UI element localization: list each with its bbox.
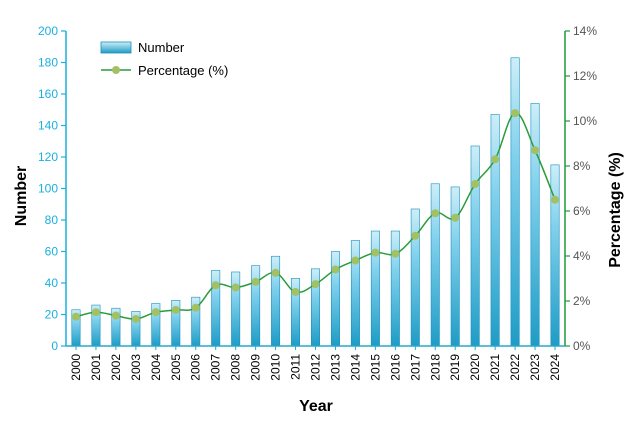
x-tick-label: 2004 [149,354,163,381]
percentage-point-2003 [131,315,140,323]
x-tick-label: 2006 [189,354,203,381]
x-tick-label: 2018 [428,354,442,381]
x-tick-label: 2000 [69,354,83,381]
bar-number-2015 [370,230,380,347]
percentage-point-2011 [291,288,300,296]
legend-number-label: Number [138,40,185,55]
x-tick-label: 2011 [289,354,303,380]
left-tick-label: 200 [38,24,58,38]
x-tick-label: 2009 [249,354,263,381]
x-tick-label: 2024 [548,354,562,381]
x-tick-label: 2007 [209,354,223,381]
x-tick-label: 2014 [348,354,362,381]
left-y-axis: 0 20 40 60 80 100 120 140 160 180 200 [38,24,66,353]
x-tick-label: 2015 [368,354,382,381]
left-tick-label: 80 [45,213,59,227]
right-y-axis: 0% 2% 4% 6% 8% 10% 12% 14% [565,24,597,353]
bar-number-2020 [470,145,480,347]
x-tick-label: 2012 [309,354,323,381]
left-tick-label: 60 [45,245,59,259]
x-tick-label: 2001 [89,354,103,381]
bar-number-2016 [390,230,400,347]
bar-number-2017 [410,208,420,347]
percentage-point-2004 [151,308,160,317]
left-tick-label: 140 [38,119,58,133]
percentage-point-2013 [331,265,340,274]
percentage-point-2010 [271,268,280,277]
percentage-point-2015 [371,248,380,257]
percentage-point-2019 [451,213,460,222]
legend: Number Percentage (%) [100,40,228,78]
x-tick-label: 2005 [169,354,183,381]
bar-number-2014 [350,240,360,347]
x-tick-label: 2017 [408,354,422,381]
percentage-point-2022 [511,109,520,118]
percentage-point-2023 [531,146,540,155]
percentage-point-2005 [171,306,180,314]
percentage-point-2009 [251,277,260,286]
bar-number-2022 [510,57,520,347]
bar-number-2021 [490,114,500,347]
legend-number-swatch [100,41,132,54]
right-tick-label: 12% [573,69,597,83]
right-axis-title: Percentage (%) [607,152,624,268]
percentage-point-2017 [411,231,420,240]
x-axis: 2000 2001 2002 2003 2004 2005 2006 2007 2008 2009… [69,346,562,381]
x-tick-label: 2023 [528,354,542,381]
x-tick-label: 2013 [328,354,342,381]
bar-number-2023 [530,103,540,347]
left-tick-label: 100 [38,182,58,196]
right-tick-label: 14% [573,24,597,38]
right-tick-label: 4% [573,249,591,263]
percentage-point-2001 [91,308,100,317]
percentage-point-2021 [491,155,500,164]
bar-number-2008 [231,271,241,347]
left-tick-label: 180 [38,56,58,70]
percentage-point-2006 [191,303,200,312]
percentage-point-2020 [471,180,480,188]
x-tick-label: 2003 [129,354,143,381]
percentage-point-2000 [71,312,80,321]
percentage-point-2012 [311,280,320,289]
bars-layer [71,57,560,347]
bar-number-2009 [251,265,261,347]
right-tick-label: 0% [573,339,591,353]
percentage-point-2024 [551,195,560,204]
legend-percentage-label: Percentage (%) [138,63,228,78]
percentage-point-2007 [211,281,220,290]
x-tick-label: 2002 [109,354,123,381]
left-tick-label: 160 [38,87,58,101]
right-tick-label: 6% [573,204,591,218]
bar-number-2018 [430,183,440,347]
left-tick-label: 120 [38,150,58,164]
percentage-point-2016 [391,249,400,258]
right-tick-label: 10% [573,114,597,128]
x-tick-label: 2021 [488,354,502,381]
x-tick-label: 2016 [388,354,402,381]
legend-percentage-marker [112,66,120,74]
x-tick-label: 2020 [468,354,482,381]
x-axis-title: Year [299,398,333,415]
right-tick-label: 8% [573,159,591,173]
bar-number-2019 [450,186,460,347]
x-tick-label: 2010 [269,354,283,381]
line-layer [71,109,560,323]
left-tick-label: 40 [45,276,59,290]
left-tick-label: 20 [45,308,59,322]
percentage-point-2014 [351,256,360,265]
percentage-point-2018 [431,209,440,218]
x-tick-label: 2022 [508,354,522,381]
percentage-point-2002 [111,311,120,320]
percentage-point-2008 [231,283,240,292]
x-tick-label: 2019 [448,354,462,381]
x-tick-label: 2008 [229,354,243,381]
left-tick-label: 0 [51,339,58,353]
right-tick-label: 2% [573,294,591,308]
left-axis-title: Number [13,166,30,226]
